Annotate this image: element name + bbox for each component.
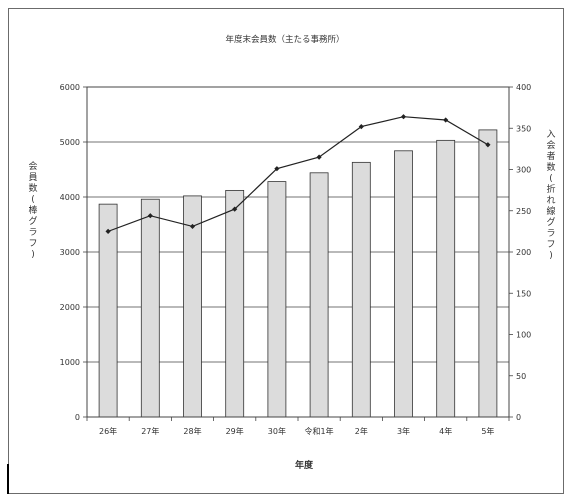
y-right-tick-label: 350 [516,124,531,133]
bar [478,129,498,418]
axis-label-char: 折 [546,183,555,195]
axis-label-char: れ [546,195,555,206]
axis-label-char: 員 [28,172,37,183]
bar [225,189,245,418]
x-tick-label: 令和1年 [305,426,334,436]
bar [309,172,329,418]
axis-label-text: 会員数(棒グラフ) [28,160,37,260]
line-point [232,206,238,212]
bar [351,161,371,418]
line-series [105,114,491,234]
axis-label-text: 入会者数(折れ線グラフ) [546,129,555,261]
line-point [189,223,196,230]
axis-label-char: グ [546,216,555,228]
chart-title: 年度末会員数（主たる事務所） [225,34,344,45]
axis-label-char: 会 [28,160,37,172]
axis-label-char: ( [549,174,553,184]
axis-label-char: 会 [546,139,555,151]
line-point [400,114,407,120]
series-line [107,116,489,232]
bar [436,139,456,418]
axis-label-char: 数 [28,182,37,194]
x-tick-label: 26年 [99,426,117,436]
axis-label-char: ラ [546,228,555,239]
y-left-tick-label: 5000 [60,138,80,147]
bar [140,198,160,418]
y-left-tick-label: 2000 [60,303,80,312]
y-right-tick-label: 400 [516,83,531,92]
axis-label-char: 線 [546,205,555,217]
axis-label-char: ) [31,250,35,260]
x-tick-label: 2年 [355,426,368,436]
page-edge-mark [7,464,9,494]
axis-label-char: フ [546,240,555,250]
x-tick-label: 29年 [226,426,244,436]
y-left-tick-label: 4000 [60,193,80,202]
y-left-tick-label: 1000 [60,358,80,367]
axis-label-char: ) [549,251,553,261]
line-point [105,228,111,234]
axis-label-char: ( [31,195,35,205]
y-axis-right-label: 入会者数(折れ線グラフ) [546,129,555,261]
axis-label-char: 者 [546,151,555,162]
x-tick-label: 27年 [141,426,159,436]
chart-frame: 年度末会員数（主たる事務所） 0 1000 2000 3000 4000 5000 6000… [8,8,564,494]
line-point [316,154,322,160]
axis-label-char: グ [28,215,37,227]
axis-label-char: ラ [28,227,37,238]
x-tick-label: 4年 [439,426,452,436]
line-point [358,124,364,130]
y-left-tick-label: 6000 [60,83,80,92]
line-point [443,117,449,123]
y-right-tick-label: 300 [516,166,531,175]
line-point [485,142,491,148]
bar [98,203,118,418]
x-tick-label: 5年 [481,426,494,436]
chart-svg: 年度末会員数（主たる事務所） 0100020003000400050006000… [28,34,555,471]
y-right-tick-label: 50 [516,372,526,381]
x-tick-label: 30年 [268,426,286,436]
bar-series [98,129,498,418]
x-axis-label: 年度 [295,459,314,471]
axis-label-char: 入 [546,129,555,140]
x-tick-label: 3年 [397,426,410,436]
line-point [274,166,280,172]
y-right-tick-label: 150 [516,289,531,298]
bar [394,150,413,418]
axis-label-char: 数 [546,161,555,173]
x-tick-label: 28年 [183,426,201,436]
y-right-tick-label: 0 [516,413,521,422]
bar [183,195,202,418]
y-axis-left-label: 会員数(棒グラフ) [28,160,37,260]
line-point [147,213,153,219]
axis-label-char: フ [28,239,37,249]
y-right-tick-label: 200 [516,248,531,257]
y-right-tick-label: 100 [516,331,531,340]
y-left-tick-label: 0 [75,413,80,422]
y-right-tick-label: 250 [516,207,531,216]
axis-label-char: 棒 [28,204,37,216]
y-left-tick-label: 3000 [60,248,80,257]
bar [267,181,287,418]
axes: 0 1000 2000 3000 4000 5000 6000 0 50 100 150 200 250… [60,83,532,436]
